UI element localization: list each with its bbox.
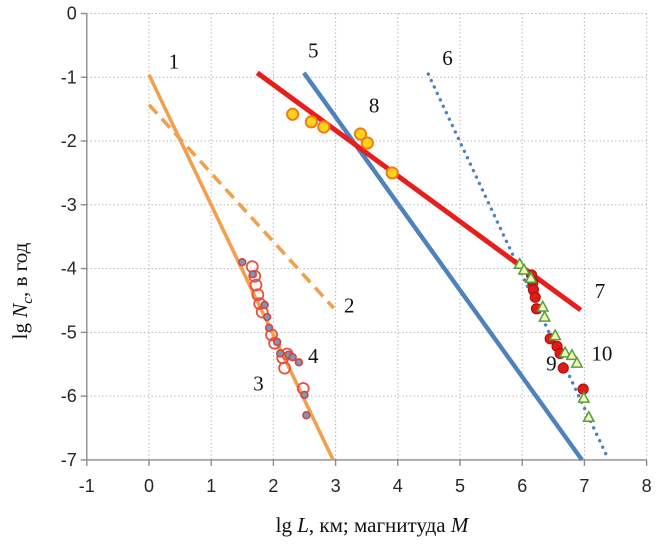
marker-yellow-circles [286,107,300,121]
y-tick-label: -3 [61,195,77,215]
marker-green-open-triangles [582,410,596,423]
y-tick-label: -7 [61,450,77,470]
marker-green-open-triangles [570,355,584,368]
x-tick-label: 8 [642,476,652,496]
x-tick-label: 7 [579,476,589,496]
y-axis-title: lg Nc, в год [8,242,36,339]
marker-green-open-triangles [565,348,579,361]
marker-yellow-circles [317,120,331,134]
axis-title-part: lg [8,318,32,340]
curve-label-9: 9 [546,352,557,376]
y-tick-label: -2 [61,131,77,151]
marker-open-red-circles [278,361,291,375]
curve-label-10: 10 [591,341,612,365]
line-2 [147,103,336,310]
curve-label-7: 7 [595,279,606,303]
x-tick-label: 2 [268,476,278,496]
marker-open-red-circles [251,288,265,302]
x-tick-label: 4 [393,476,403,496]
marker-green-open-triangles [517,262,531,275]
marker-red-filled-circles [557,362,569,374]
x-tick-label: 5 [455,476,465,496]
curve-label-4: 4 [308,344,319,368]
x-tick-label: 3 [331,476,341,496]
marker-small-gray-blue-dots [272,337,282,347]
marker-small-gray-blue-dots [262,312,272,322]
marker-green-open-triangles [538,309,552,322]
y-tick-label: 0 [67,4,77,24]
marker-small-gray-blue-dots [300,390,309,400]
marker-small-gray-blue-dots [302,411,311,420]
y-tick-label: -4 [61,259,77,279]
marker-green-open-triangles [524,271,538,284]
marker-small-gray-blue-dots [238,258,247,267]
x-tick-label: 1 [206,476,216,496]
marker-green-open-triangles [513,257,527,269]
axis-title-part: c [20,297,36,304]
axis-title-part: lg [276,513,298,537]
x-tick-label: 0 [144,476,154,496]
marker-open-red-circles [249,278,263,292]
marker-small-gray-blue-dots [260,300,269,310]
y-tick-label: -5 [61,322,77,342]
x-axis-title: lg L, км; магнитуда M [276,513,470,537]
curve-label-8: 8 [369,93,380,117]
axis-title-part: , км; магнитуда [309,513,451,537]
marker-green-open-triangles [548,328,562,341]
curve-label-6: 6 [442,46,453,70]
axis-title-part: L [296,513,309,537]
marker-small-gray-blue-dots [276,349,285,358]
marker-yellow-circles [385,166,399,180]
axis-title-part: M [450,513,470,537]
line-5 [302,71,584,462]
x-tick-label: -1 [79,476,95,496]
marker-yellow-circles [360,136,374,150]
marker-green-open-triangles [577,390,591,403]
marker-yellow-circles [353,127,368,141]
y-tick-label: -6 [61,386,77,406]
marker-green-open-triangles [536,299,550,312]
marker-yellow-circles [304,115,318,129]
curve-label-3: 3 [253,371,264,395]
x-tick-label: 6 [517,476,527,496]
curve-label-5: 5 [308,38,319,62]
axis-title-part: N [8,303,32,319]
marker-green-open-triangles [558,345,572,358]
axis-title-part: , в год [8,242,32,297]
marker-small-gray-blue-dots [288,353,297,362]
y-tick-label: -1 [61,67,77,87]
marker-red-filled-circles [529,291,541,303]
curve-label-1: 1 [169,49,180,73]
marker-small-gray-blue-dots [294,358,304,367]
marker-small-gray-blue-dots [264,323,274,333]
curve-label-2: 2 [344,294,355,318]
marker-small-gray-blue-dots [248,270,258,279]
